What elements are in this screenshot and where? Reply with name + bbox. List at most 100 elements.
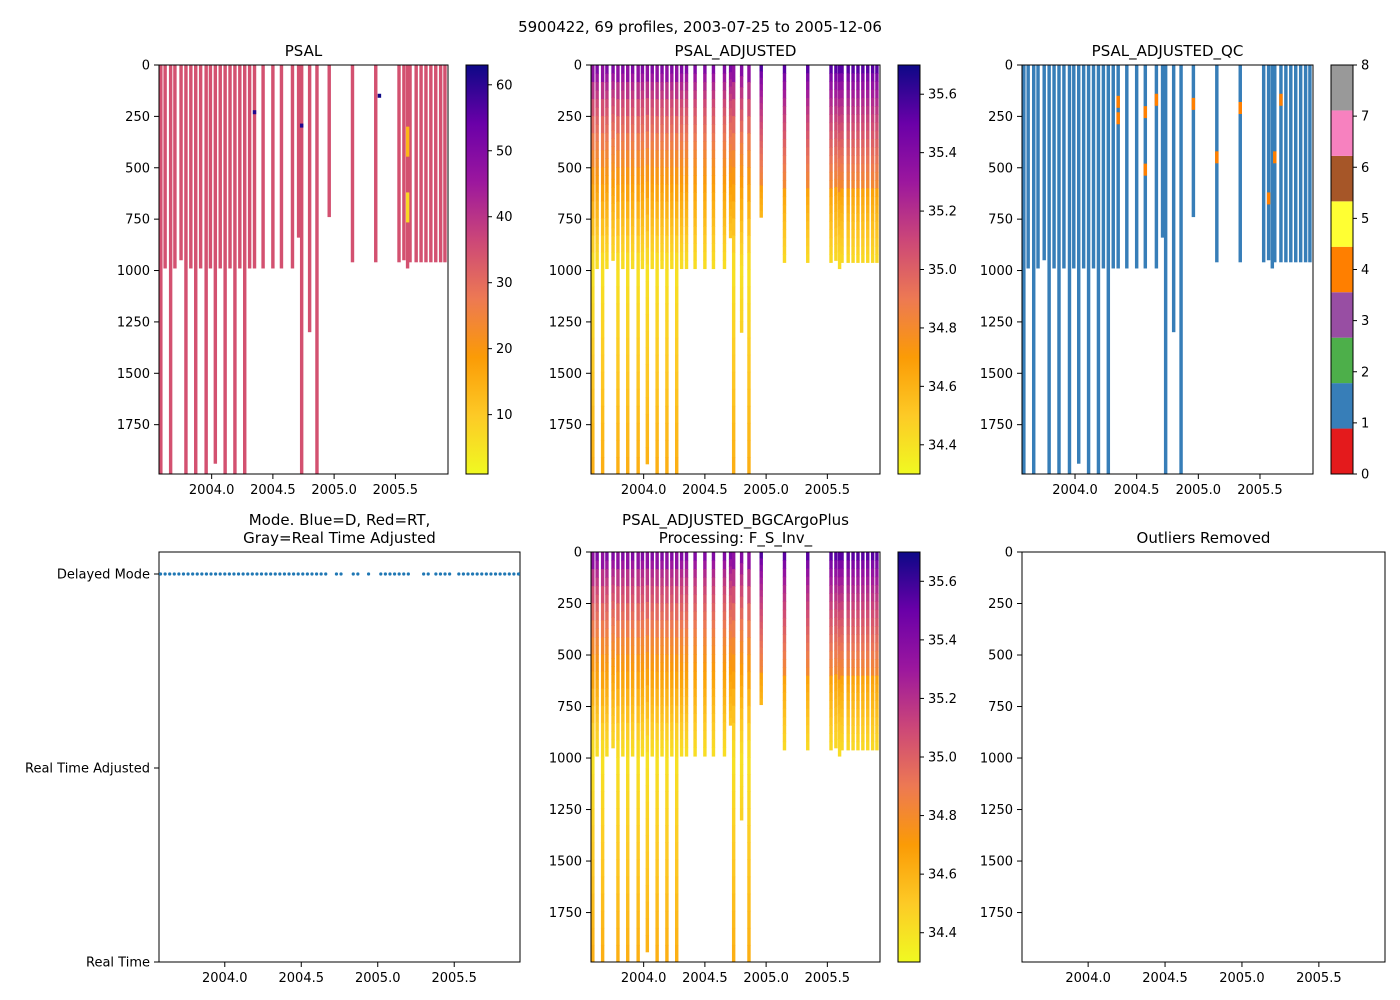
colorbar-tick-label: 35.4 xyxy=(928,633,957,648)
profile-cell xyxy=(759,71,763,79)
profile-cell xyxy=(665,876,669,895)
profile-cell xyxy=(621,687,625,698)
profile-column xyxy=(1179,65,1183,474)
profile-cell xyxy=(693,696,697,706)
qc-bad-cell xyxy=(1215,151,1219,164)
profile-cell xyxy=(759,103,763,110)
profile-cell xyxy=(660,577,664,587)
profile-cell xyxy=(693,166,697,176)
profile-cell xyxy=(703,577,707,587)
profile-cell xyxy=(703,687,707,698)
profile-cell xyxy=(722,141,727,151)
profile-cell xyxy=(650,594,654,604)
profile-cell xyxy=(728,566,733,575)
profile-cell xyxy=(840,89,844,99)
profile-cell xyxy=(645,885,650,903)
profile-cell xyxy=(840,692,844,701)
profile-cell xyxy=(870,97,875,107)
profile-column xyxy=(247,65,252,269)
profile-cell xyxy=(636,269,640,288)
profile-cell xyxy=(722,259,727,270)
profile-cell xyxy=(684,192,689,202)
profile-cell xyxy=(739,764,744,776)
profile-cell xyxy=(728,602,733,611)
mode-point xyxy=(292,572,296,576)
profile-cell xyxy=(739,65,744,77)
profile-cell xyxy=(806,601,810,611)
mode-point xyxy=(461,572,466,576)
profile-cell xyxy=(851,593,855,603)
profile-cell xyxy=(728,100,733,109)
profile-cell xyxy=(675,388,679,407)
profile-cell xyxy=(600,842,605,861)
profile-cell xyxy=(640,124,645,134)
profile-cell xyxy=(731,439,736,458)
profile-cell xyxy=(861,229,865,239)
colorbar-tick-label: 35.6 xyxy=(928,88,957,103)
profile-cell xyxy=(626,944,630,962)
profile-cell xyxy=(655,371,659,390)
profile-cell xyxy=(684,747,689,757)
profile-cell xyxy=(722,696,727,706)
profile-cell xyxy=(837,183,842,193)
profile-cell xyxy=(636,944,640,962)
profile-cell xyxy=(856,576,860,586)
profile-cell xyxy=(728,72,733,80)
profile-cell xyxy=(837,65,842,75)
profile-cell xyxy=(851,97,855,107)
profile-cell xyxy=(875,245,879,255)
profile-cell xyxy=(675,354,679,373)
profile-cell xyxy=(636,320,640,339)
profile-cell xyxy=(591,722,595,741)
profile-cell xyxy=(829,130,833,140)
profile-cell xyxy=(782,147,787,157)
profile-cell xyxy=(829,609,833,619)
profile-column xyxy=(173,65,177,269)
mode-point xyxy=(310,572,314,576)
y-tick-label: 500 xyxy=(988,649,1013,664)
profile-cell xyxy=(851,601,855,611)
profile-cell xyxy=(782,576,787,586)
profile-cell xyxy=(600,405,605,424)
profile-cell xyxy=(675,371,679,390)
profile-cell xyxy=(640,65,645,75)
profile-cell xyxy=(655,218,659,237)
y-tick-label: 1000 xyxy=(980,264,1013,279)
profile-cell xyxy=(605,645,609,655)
mode-point xyxy=(366,572,371,576)
profile-cell xyxy=(650,662,654,672)
profile-cell xyxy=(616,825,620,844)
y-tick-label: 250 xyxy=(557,597,582,612)
profile-cell xyxy=(851,122,855,132)
profile-cell xyxy=(636,439,640,458)
profile-cell xyxy=(591,167,595,185)
profile-cell xyxy=(679,107,684,117)
profile-cell xyxy=(670,628,674,638)
profile-cell xyxy=(861,122,865,132)
profile-cell xyxy=(670,175,674,185)
profile-cell xyxy=(703,628,707,638)
profile-cell xyxy=(616,388,620,407)
profile-cell xyxy=(722,747,727,757)
mode-point xyxy=(232,572,236,576)
profile-cell xyxy=(866,683,870,693)
profile-cell xyxy=(759,115,763,123)
profile-cell xyxy=(806,626,810,636)
profile-cell xyxy=(665,569,669,587)
profile-cell xyxy=(846,212,850,222)
profile-cell xyxy=(684,577,689,587)
profile-cell xyxy=(851,180,855,189)
profile-cell xyxy=(621,747,625,757)
profile-cell xyxy=(782,642,787,652)
profile-cell xyxy=(679,251,684,261)
profile-cell xyxy=(875,171,879,181)
x-tick-label: 2004.5 xyxy=(682,483,728,498)
profile-cell xyxy=(739,87,744,99)
mode-point xyxy=(388,572,392,576)
profile-column xyxy=(402,65,406,261)
profile-cell xyxy=(870,221,875,231)
profile-cell xyxy=(739,652,744,665)
profile-cell xyxy=(747,150,751,168)
profile-cell xyxy=(660,73,664,83)
profile-cell xyxy=(655,150,659,168)
